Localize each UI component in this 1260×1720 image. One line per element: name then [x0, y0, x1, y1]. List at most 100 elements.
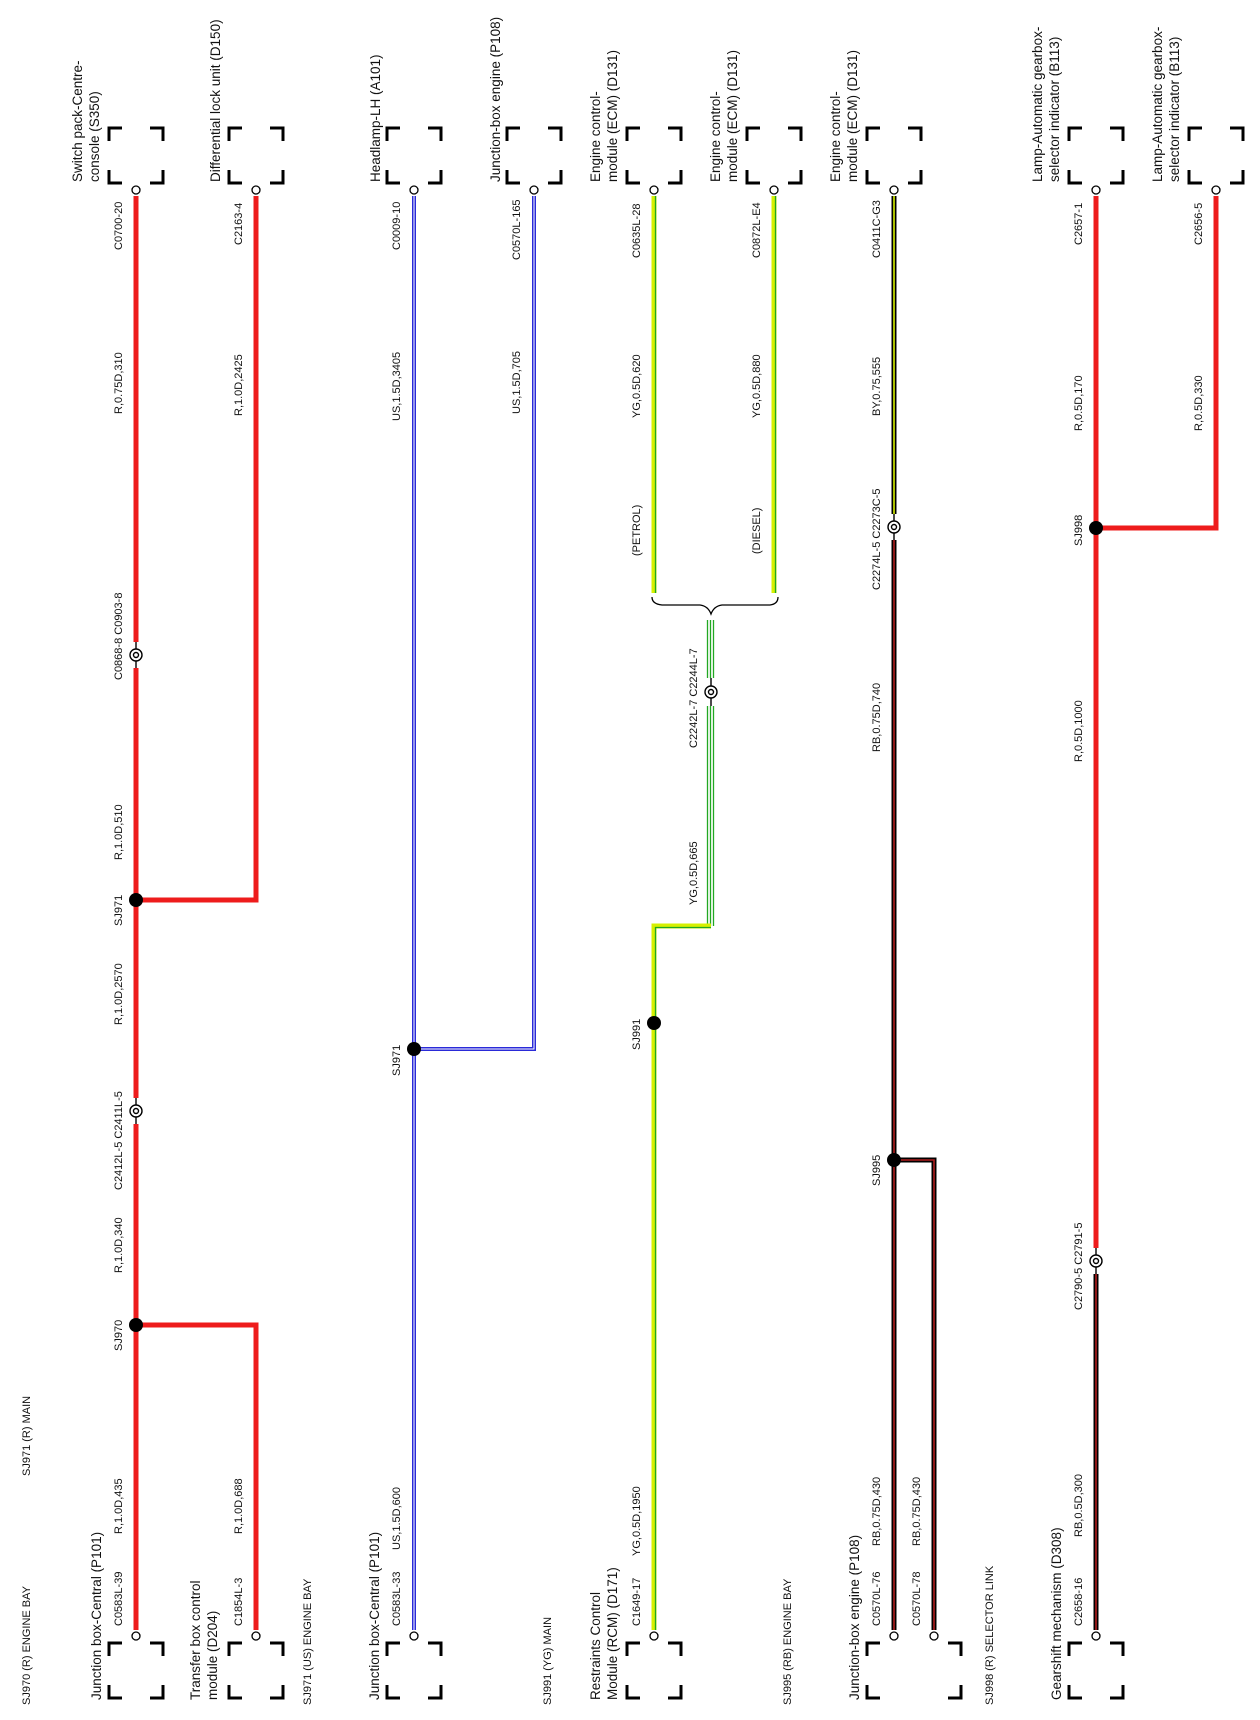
wire-red-right — [1093, 196, 1219, 1248]
label-connector: C2658-16 — [1073, 1578, 1085, 1626]
svg-text:Lamp-Automatic gearbox-: Lamp-Automatic gearbox- — [1150, 27, 1165, 182]
svg-text:console (S350): console (S350) — [87, 91, 102, 182]
splice-sj970 — [129, 1318, 143, 1332]
component-gearshift: Gearshift mechanism (D308) — [1049, 1527, 1064, 1700]
svg-text:Headlamp-LH (A101): Headlamp-LH (A101) — [368, 54, 383, 182]
label-wire: R,0.5D,330 — [1193, 375, 1205, 431]
component-junction-central-1: Junction box-Central (P101) — [89, 1532, 104, 1700]
label-wire: R,1.0D,2570 — [113, 963, 125, 1025]
component-lamp-selector-1: Lamp-Automatic gearbox- selector indicat… — [1030, 27, 1062, 182]
svg-text:Engine control-: Engine control- — [708, 91, 723, 182]
component-ecm-3: Engine control- module (ECM) (D131) — [828, 50, 860, 182]
label-wire: RB,0.75D,430 — [871, 1477, 883, 1546]
splice-sj971-blue — [407, 1042, 421, 1056]
svg-text:Switch pack-Centre-: Switch pack-Centre- — [70, 60, 85, 182]
svg-text:module (D204): module (D204) — [205, 1611, 220, 1700]
note-sj995: SJ995 (RB) ENGINE BAY — [782, 1578, 794, 1705]
label-connector: C0583L-33 — [391, 1572, 403, 1626]
label-wire: R,0.5D,170 — [1073, 375, 1085, 431]
label-connector: C0570L-76 — [871, 1572, 883, 1626]
inline-connector-icon — [129, 1098, 143, 1124]
wire-labels: C0700-20 R,0.75D,310 C0868-8 C0903-8 R,1… — [113, 199, 1205, 1626]
inline-connectors — [129, 514, 1103, 1274]
component-brackets — [107, 126, 1245, 1700]
label-splice: SJ971 — [113, 895, 125, 926]
label-connector: C0868-8 C0903-8 — [113, 593, 125, 680]
label-wire: YG,0.5D,1950 — [631, 1486, 643, 1556]
label-variant: (PETROL) — [631, 505, 643, 556]
label-splice: SJ995 — [871, 1155, 883, 1186]
wire-yellow-green — [651, 196, 779, 1630]
svg-text:Engine control-: Engine control- — [588, 91, 603, 182]
wire-blue — [412, 196, 536, 1630]
svg-text:selector indicator (B113): selector indicator (B113) — [1047, 37, 1062, 182]
label-splice: SJ998 — [1073, 515, 1085, 546]
splice-sj995 — [887, 1153, 901, 1167]
component-diff-lock: Differential lock unit (D150) — [208, 19, 223, 182]
wire-red-left — [133, 196, 259, 1630]
label-connector: C0570L-78 — [911, 1572, 923, 1626]
note-sj971-us: SJ971 (US) ENGINE BAY — [302, 1578, 314, 1705]
inline-connector-icon — [887, 514, 901, 540]
label-connector: C2657-1 — [1073, 203, 1085, 245]
component-headlamp: Headlamp-LH (A101) — [368, 54, 383, 182]
label-connector: C1649-17 — [631, 1578, 643, 1626]
svg-text:Junction box-Central (P101): Junction box-Central (P101) — [367, 1532, 382, 1700]
label-connector: C2656-5 — [1193, 203, 1205, 245]
inline-connector-icon — [1089, 1248, 1103, 1274]
svg-text:Junction box-Central (P101): Junction box-Central (P101) — [89, 1532, 104, 1700]
label-wire: RB,0.75D,430 — [911, 1477, 923, 1546]
label-connector: C2242L-7 C2244L-7 — [688, 648, 700, 748]
wire-brown — [891, 196, 937, 1630]
component-switch-pack: Switch pack-Centre- console (S350) — [70, 60, 102, 182]
component-junction-central-2: Junction box-Central (P101) — [367, 1532, 382, 1700]
label-connector: C1854L-3 — [233, 1578, 245, 1626]
wires — [133, 196, 1219, 1630]
label-wire: YG,0.5D,620 — [631, 354, 643, 418]
splice-sj971-red — [129, 893, 143, 907]
svg-text:Restraints Control: Restraints Control — [588, 1592, 603, 1700]
label-connector: C2412L-5 C2411L-5 — [113, 1091, 125, 1190]
splice-sj991 — [647, 1016, 661, 1030]
label-connector: C0009-10 — [391, 202, 403, 250]
label-wire: US,1.5D,3405 — [391, 352, 403, 421]
label-connector: C2163-4 — [233, 203, 245, 245]
label-connector: C0411C-G3 — [871, 200, 883, 258]
label-wire: US,1.5D,600 — [391, 1487, 403, 1550]
label-wire: YG,0.5D,665 — [688, 841, 700, 905]
component-junction-engine-bottom: Junction-box engine (P108) — [847, 1535, 862, 1700]
label-connector: C0872L-E4 — [751, 202, 763, 258]
label-wire: RB,0.75D,740 — [871, 683, 883, 752]
label-wire: R,1.0D,2425 — [233, 354, 245, 416]
splice-notes: SJ970 (R) ENGINE BAY SJ971 (R) MAIN SJ97… — [21, 1396, 996, 1705]
note-sj998: SJ998 (R) SELECTOR LINK — [984, 1565, 996, 1705]
svg-text:selector indicator (B113): selector indicator (B113) — [1167, 37, 1182, 182]
component-ecm-1: Engine control- module (ECM) (D131) — [588, 50, 620, 182]
splice-sj998 — [1089, 521, 1103, 535]
splices — [129, 521, 1103, 1332]
terminal-pins — [131, 185, 1221, 1641]
component-lamp-selector-2: Lamp-Automatic gearbox- selector indicat… — [1150, 27, 1182, 182]
note-sj971-main: SJ971 (R) MAIN — [21, 1396, 33, 1476]
label-splice: SJ991 — [631, 1019, 643, 1050]
svg-text:module (ECM) (D131): module (ECM) (D131) — [845, 50, 860, 182]
component-names: Switch pack-Centre- console (S350) Diffe… — [70, 17, 1182, 1700]
component-rcm: Restraints Control Module (RCM) (D171) — [588, 1567, 620, 1700]
svg-text:Junction-box engine (P108): Junction-box engine (P108) — [847, 1535, 862, 1700]
label-wire: R,1.0D,340 — [113, 1217, 125, 1273]
label-splice: SJ970 — [113, 1320, 125, 1351]
svg-text:Transfer box control: Transfer box control — [188, 1580, 203, 1700]
label-connector: C0635L-28 — [631, 204, 643, 258]
label-wire: BY,0.75,555 — [871, 357, 883, 416]
component-transfer-box: Transfer box control module (D204) — [188, 1580, 220, 1700]
svg-text:Module (RCM) (D171): Module (RCM) (D171) — [605, 1567, 620, 1700]
svg-text:Differential lock unit (D150): Differential lock unit (D150) — [208, 19, 223, 182]
svg-text:module (ECM) (D131): module (ECM) (D131) — [605, 50, 620, 182]
label-connector: C0570L-165 — [511, 199, 523, 260]
component-junction-engine-top: Junction-box engine (P108) — [488, 17, 503, 182]
svg-text:Junction-box engine (P108): Junction-box engine (P108) — [488, 17, 503, 182]
inline-connector-icon — [129, 642, 143, 668]
label-connector: C0583L-39 — [113, 1572, 125, 1626]
label-variant: (DIESEL) — [751, 508, 763, 554]
label-wire: US,1.5D,705 — [511, 351, 523, 414]
